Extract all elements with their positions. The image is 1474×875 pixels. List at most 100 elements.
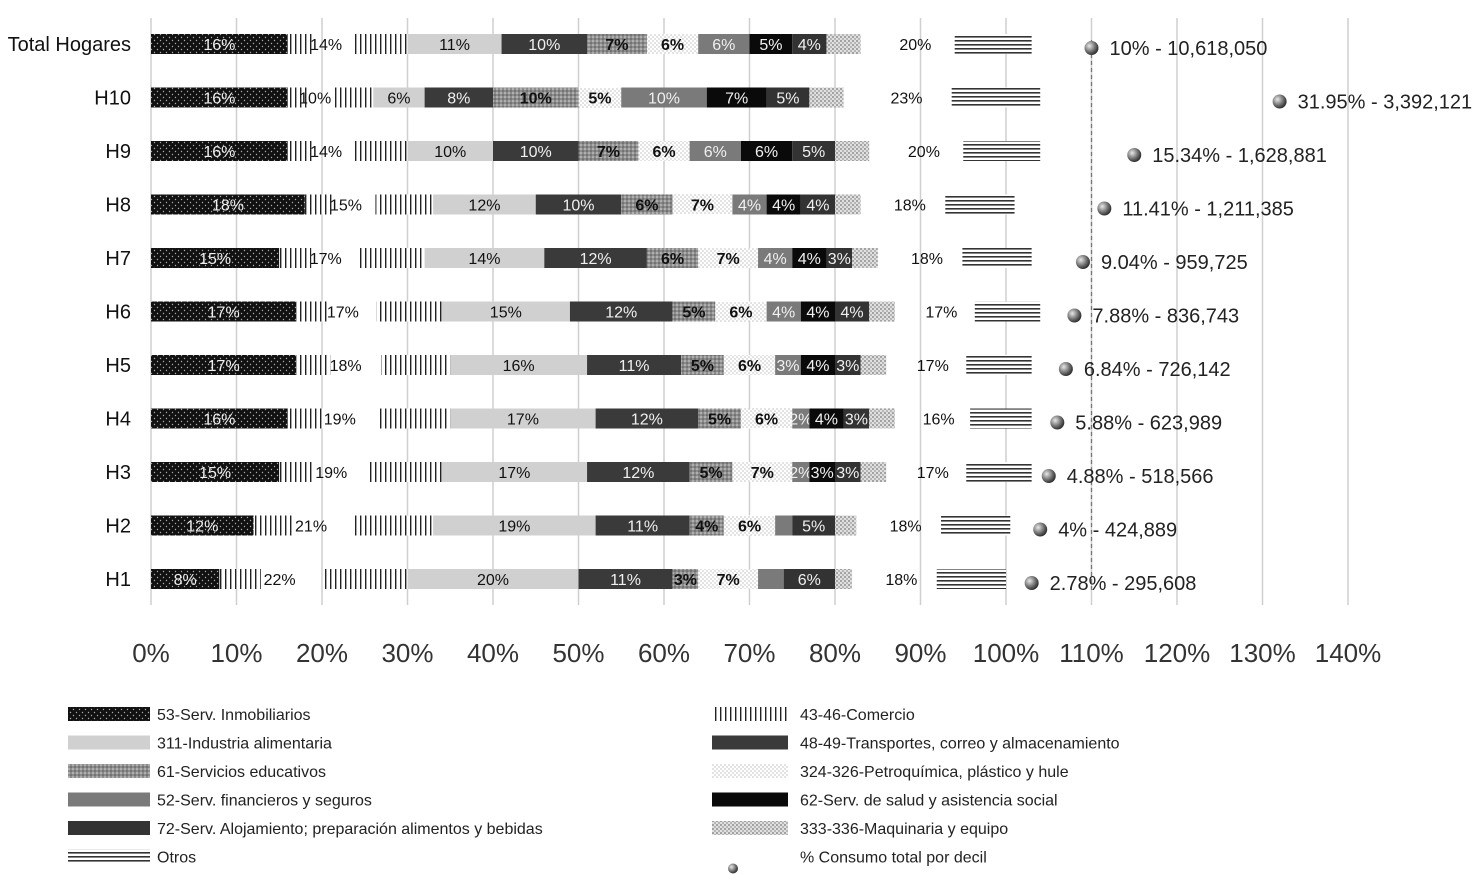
legend-swatch	[712, 764, 788, 778]
bar-segment	[151, 569, 220, 589]
bar-segment	[151, 408, 288, 429]
data-label: 14%	[310, 144, 342, 161]
data-label: 10%	[562, 198, 594, 215]
bar-segment-part	[279, 248, 312, 268]
data-label: 12%	[605, 305, 637, 322]
data-label: 15%	[330, 198, 362, 215]
bar-segment-part	[304, 194, 334, 215]
bar-segment	[151, 141, 288, 161]
data-label: 7%	[751, 465, 774, 482]
bar-segment	[587, 34, 647, 54]
legend-swatch	[68, 792, 150, 807]
bar-segment	[783, 569, 835, 589]
legend-label: 52-Serv. financieros y seguros	[157, 793, 372, 810]
data-label: 20%	[477, 572, 509, 589]
legend-swatch	[712, 735, 788, 750]
legend-swatch	[68, 707, 150, 721]
bar-segment	[151, 248, 280, 268]
bar-segment	[151, 355, 297, 375]
data-label: 3%	[776, 358, 799, 375]
bar-segment	[373, 87, 425, 108]
data-label: 4%	[806, 305, 829, 322]
bar-segment	[672, 194, 733, 215]
data-label: 5%	[682, 305, 705, 322]
data-label: 7%	[717, 251, 740, 268]
bar-segment	[407, 569, 579, 589]
data-label: 4%	[798, 251, 821, 268]
bar-segment	[578, 141, 639, 161]
bar-segment	[433, 194, 536, 215]
bar-segment	[835, 355, 861, 375]
data-label: 16%	[203, 144, 235, 161]
bar-segment	[151, 515, 254, 536]
bar-segment	[569, 301, 673, 322]
legend-label: 53-Serv. Inmobiliarios	[157, 707, 311, 724]
bar-segment	[595, 408, 699, 429]
bar-segment	[869, 408, 895, 429]
data-label: 16%	[203, 412, 235, 429]
bar-segment	[377, 408, 451, 429]
category-label: H9	[105, 141, 131, 163]
bar-segment	[835, 301, 870, 322]
data-label: 6%	[712, 37, 735, 54]
bar-segment	[493, 87, 579, 108]
data-label: 23%	[890, 91, 922, 108]
bar-segment	[740, 141, 793, 161]
bar-segment	[962, 248, 1032, 268]
bar-segment	[689, 515, 724, 536]
data-label: 16%	[203, 37, 235, 54]
bar-segment	[407, 141, 493, 161]
category-label: H7	[105, 248, 131, 270]
legend-label: 43-46-Comercio	[800, 707, 915, 724]
data-label: 7%	[605, 37, 628, 54]
bar-segment	[646, 34, 699, 54]
data-label: 21%	[295, 519, 327, 536]
legend-label: 311-Industria alimentaria	[157, 736, 332, 753]
bar-segment-part	[287, 34, 315, 54]
bar-segment	[792, 408, 810, 429]
data-label: 19%	[315, 465, 347, 482]
data-label: 18%	[911, 251, 943, 268]
bar-segment	[809, 87, 844, 108]
data-label: 17%	[208, 358, 240, 375]
bar-segment	[353, 141, 408, 161]
consumption-dot	[1075, 255, 1090, 269]
consumption-dot	[1127, 148, 1142, 162]
data-label: 17%	[498, 465, 530, 482]
bar-segment	[970, 408, 1032, 429]
bar-segment	[578, 569, 673, 589]
legend-label: 61-Servicios educativos	[157, 764, 326, 781]
bar-segment-part	[219, 569, 261, 589]
data-label: 5%	[708, 412, 731, 429]
bar-segment	[715, 301, 767, 322]
bar-segments: 16% 14% 11% 10% 7% 6% 6% 5% 4% 20% 16% 10% 6% 8% 10% 5%…	[151, 34, 1041, 589]
dot-label: 15.34% - 1,628,881	[1152, 145, 1327, 167]
category-label: H5	[105, 355, 131, 377]
bar-segment	[450, 355, 588, 375]
bar-segment	[151, 34, 288, 54]
data-label: 4%	[772, 198, 795, 215]
legend-swatch	[712, 821, 788, 835]
data-label: 17%	[507, 412, 539, 429]
legend-label: 324-326-Petroquímica, plástico y hule	[800, 764, 1069, 781]
legend-swatch	[68, 735, 150, 750]
data-label: 5%	[776, 91, 799, 108]
data-label: 5%	[802, 144, 825, 161]
bar-segment	[843, 408, 870, 429]
legend-swatch	[68, 849, 150, 864]
bar-segment	[936, 569, 1006, 589]
bar-segment	[941, 515, 1011, 536]
data-label: 15%	[199, 251, 231, 268]
data-label: 3%	[828, 251, 851, 268]
data-label: 6%	[729, 305, 752, 322]
dot-label: 31.95% - 3,392,121	[1298, 92, 1473, 114]
legend-swatch	[68, 764, 150, 778]
bar-segment	[963, 141, 1041, 161]
x-tick-label: 110%	[1059, 638, 1124, 668]
bar-segment	[835, 569, 853, 589]
bar-segment	[450, 408, 596, 429]
legend: 53-Serv. Inmobiliarios 311-Industria alim…	[68, 707, 1120, 874]
data-label: 17%	[327, 305, 359, 322]
data-label: 4%	[806, 358, 829, 375]
data-label: 18%	[885, 572, 917, 589]
